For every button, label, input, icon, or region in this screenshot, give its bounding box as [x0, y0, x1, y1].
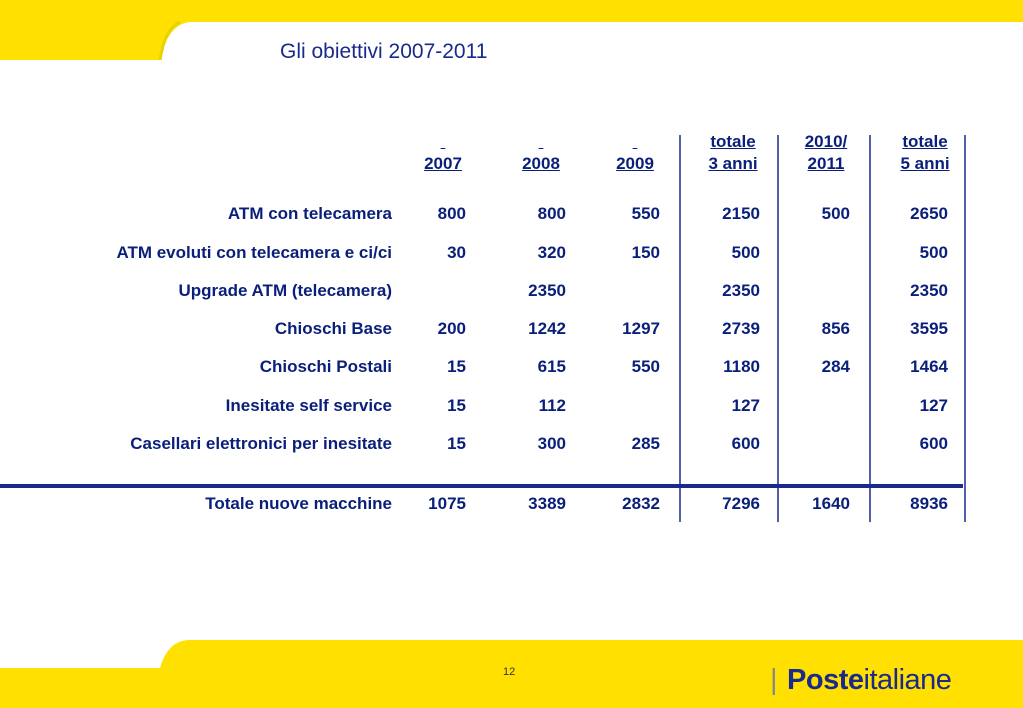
table-row-value: 800	[437, 204, 466, 223]
table-row-label: Chioschi Postali	[259, 357, 392, 376]
table-row-label: Chioschi Base	[274, 319, 392, 338]
table-row-value: 30	[447, 243, 466, 262]
total-row-value: 1640	[812, 494, 850, 513]
table-row-value: 2739	[722, 319, 760, 338]
table-row-value: 112	[538, 396, 566, 415]
column-header-4: totale 3 anni	[688, 131, 778, 175]
total-row-value: 8936	[910, 494, 948, 513]
table-row-value: 15	[447, 357, 466, 376]
table-row-value: 127	[731, 396, 760, 415]
total-row-value: 7296	[722, 494, 760, 513]
column-header-line2: 2007	[424, 154, 462, 173]
table-row-value: 550	[631, 357, 660, 376]
column-header-line1: 2010/	[804, 132, 848, 151]
column-header-line2: 5 anni	[900, 154, 950, 173]
column-header-line1	[590, 131, 680, 153]
table-row-value: 500	[919, 243, 948, 262]
poste-italiane-logo: | Posteitaliane	[770, 664, 952, 697]
table-row-label: ATM con telecamera	[227, 204, 392, 223]
table-row-value: 2350	[910, 281, 948, 300]
column-header-line2: 2011	[807, 154, 845, 173]
table-row-value: 320	[537, 243, 566, 262]
total-row-label: Totale nuove macchine	[205, 494, 392, 513]
logo-separator: |	[770, 664, 778, 696]
table-row-value: 1297	[622, 319, 660, 338]
table-row-value: 15	[447, 434, 466, 453]
column-header-line1: totale	[902, 132, 948, 151]
logo-bold-text: Poste	[787, 664, 864, 696]
table-row-value: 1464	[910, 357, 948, 376]
table-row-label: Inesitate self service	[225, 396, 392, 415]
table-row-value: 2350	[722, 281, 760, 300]
column-header-5: 2010/2011	[781, 131, 871, 175]
table-row-value: 550	[631, 204, 660, 223]
column-header-line1: totale	[710, 132, 756, 151]
total-row-value: 1075	[428, 494, 466, 513]
table-row-value: 1180	[723, 357, 760, 376]
page-title: Gli obiettivi 2007-2011	[280, 40, 488, 63]
column-header-2: 2008	[496, 131, 586, 175]
table-row-value: 2350	[528, 281, 566, 300]
column-header-line1	[496, 131, 586, 153]
page-number: 12	[503, 666, 516, 678]
table-row-value: 127	[919, 396, 948, 415]
table-row-value: 200	[437, 319, 466, 338]
table-row-value: 1242	[528, 319, 566, 338]
table-row-value: 300	[537, 434, 566, 453]
total-row-value: 3389	[528, 494, 566, 513]
table-row-value: 2650	[910, 204, 948, 223]
column-header-1: 2007	[398, 131, 488, 175]
column-header-line2: 3 anni	[708, 154, 758, 173]
table-row-value: 2150	[722, 204, 760, 223]
table-row-value: 3595	[910, 319, 948, 338]
table-row-value: 285	[631, 434, 660, 453]
table-row-value: 800	[537, 204, 566, 223]
column-header-6: totale 5 anni	[880, 131, 970, 175]
table-row-label: ATM evoluti con telecamera e ci/ci	[116, 243, 392, 262]
column-header-line2: 2009	[616, 154, 654, 173]
table-row-label: Casellari elettronici per inesitate	[130, 434, 392, 453]
total-row-value: 2832	[622, 494, 660, 513]
column-header-line1	[398, 131, 488, 153]
table-row-value: 284	[821, 357, 850, 376]
table-row-value: 150	[631, 243, 660, 262]
table-row-value: 615	[537, 357, 566, 376]
column-header-line2: 2008	[522, 154, 560, 173]
table-row-value: 500	[731, 243, 760, 262]
logo-regular-text: italiane	[863, 664, 952, 696]
table-row-value: 856	[821, 319, 850, 338]
table-row-value: 600	[919, 434, 948, 453]
table-row-value: 15	[447, 396, 466, 415]
column-header-3: 2009	[590, 131, 680, 175]
table-row-value: 600	[731, 434, 760, 453]
table-row-value: 500	[821, 204, 850, 223]
table-row-label: Upgrade ATM (telecamera)	[178, 281, 393, 300]
